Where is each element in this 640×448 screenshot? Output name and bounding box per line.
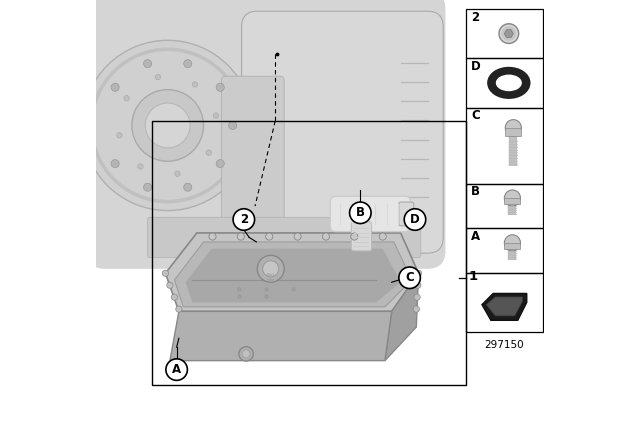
Text: B: B [471, 185, 480, 198]
Circle shape [111, 83, 119, 91]
FancyBboxPatch shape [340, 208, 371, 231]
Circle shape [404, 209, 426, 230]
Polygon shape [170, 311, 392, 361]
Circle shape [413, 306, 419, 312]
Polygon shape [482, 293, 527, 320]
Circle shape [262, 261, 279, 277]
Bar [465, 184, 543, 228]
Bar [504, 243, 520, 249]
FancyBboxPatch shape [330, 196, 410, 232]
Circle shape [257, 255, 284, 282]
Circle shape [143, 60, 152, 68]
Circle shape [233, 209, 255, 230]
Circle shape [145, 103, 190, 148]
Bar [465, 273, 543, 332]
Circle shape [143, 183, 152, 191]
Circle shape [163, 270, 168, 276]
Polygon shape [165, 233, 419, 311]
FancyBboxPatch shape [241, 11, 443, 253]
Circle shape [172, 294, 177, 300]
Circle shape [206, 150, 211, 155]
Text: 297150: 297150 [484, 340, 524, 350]
Circle shape [192, 82, 198, 87]
Circle shape [216, 159, 224, 168]
Text: 2: 2 [240, 213, 248, 226]
Text: A: A [172, 363, 181, 376]
Circle shape [237, 233, 244, 240]
FancyBboxPatch shape [221, 76, 284, 220]
Circle shape [228, 121, 237, 129]
Bar [465, 228, 543, 273]
Circle shape [216, 83, 224, 91]
Bar [465, 9, 543, 58]
Text: B: B [356, 206, 365, 220]
Circle shape [399, 267, 420, 289]
Text: D: D [471, 60, 481, 73]
Polygon shape [186, 249, 401, 302]
Bar [465, 58, 543, 108]
Circle shape [83, 40, 253, 211]
Circle shape [213, 113, 219, 118]
Circle shape [132, 90, 204, 161]
Circle shape [351, 233, 358, 240]
Circle shape [138, 164, 143, 169]
Bar [505, 128, 522, 136]
FancyBboxPatch shape [399, 202, 413, 226]
FancyBboxPatch shape [147, 217, 421, 258]
Circle shape [239, 347, 253, 361]
Polygon shape [174, 242, 412, 307]
Polygon shape [385, 273, 419, 361]
Circle shape [349, 202, 371, 224]
Text: A: A [471, 230, 480, 243]
Circle shape [504, 190, 520, 206]
Circle shape [167, 282, 173, 289]
Circle shape [323, 233, 330, 240]
Circle shape [499, 24, 518, 43]
Circle shape [504, 235, 520, 251]
Circle shape [242, 350, 250, 358]
Circle shape [116, 133, 122, 138]
Circle shape [379, 233, 387, 240]
Bar [465, 108, 543, 184]
Circle shape [175, 171, 180, 177]
Circle shape [415, 270, 422, 276]
Circle shape [294, 233, 301, 240]
Circle shape [209, 233, 216, 240]
Circle shape [156, 74, 161, 80]
Circle shape [176, 306, 182, 312]
Circle shape [266, 233, 273, 240]
Circle shape [124, 95, 129, 101]
Text: 2: 2 [471, 10, 479, 24]
Text: 1: 1 [468, 270, 478, 283]
Circle shape [111, 159, 119, 168]
Circle shape [166, 359, 188, 380]
Bar [96, 0, 472, 260]
Bar [152, 121, 465, 385]
Circle shape [184, 183, 192, 191]
FancyBboxPatch shape [351, 222, 371, 251]
Polygon shape [504, 30, 513, 38]
Circle shape [414, 294, 420, 300]
Bar [504, 198, 520, 204]
Circle shape [505, 120, 522, 136]
Text: D: D [410, 213, 420, 226]
Circle shape [415, 282, 421, 289]
Text: C: C [471, 109, 480, 122]
Circle shape [184, 60, 192, 68]
Ellipse shape [492, 72, 525, 94]
Polygon shape [486, 297, 522, 316]
FancyBboxPatch shape [87, 0, 445, 269]
Text: C: C [405, 271, 414, 284]
Ellipse shape [497, 75, 521, 90]
Text: Part
Info: Part Info [267, 273, 275, 282]
